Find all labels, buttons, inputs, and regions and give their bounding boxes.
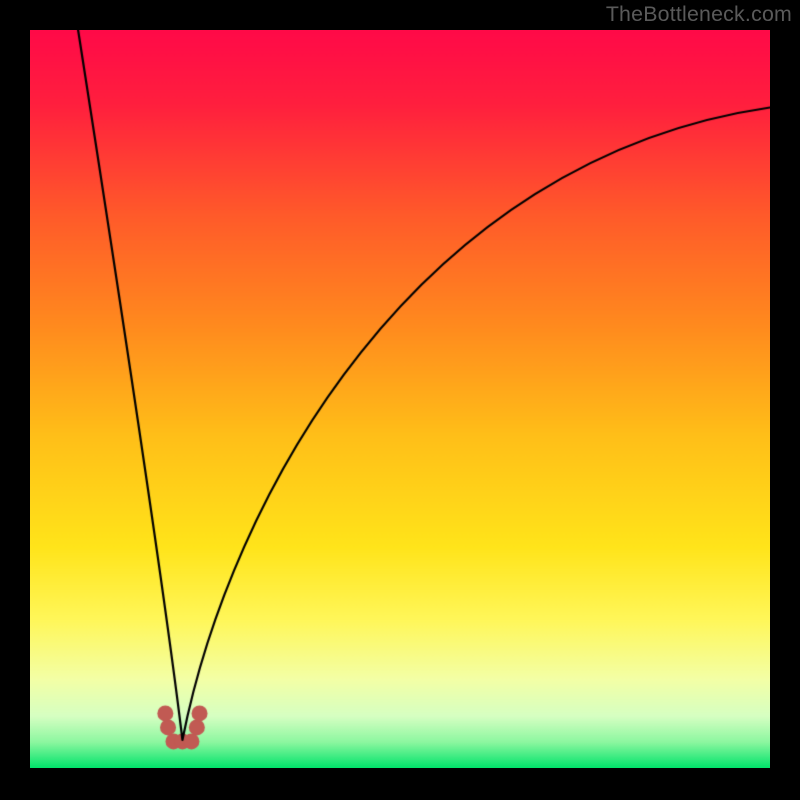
bottleneck-chart xyxy=(30,30,770,768)
watermark-label: TheBottleneck.com xyxy=(606,2,792,27)
